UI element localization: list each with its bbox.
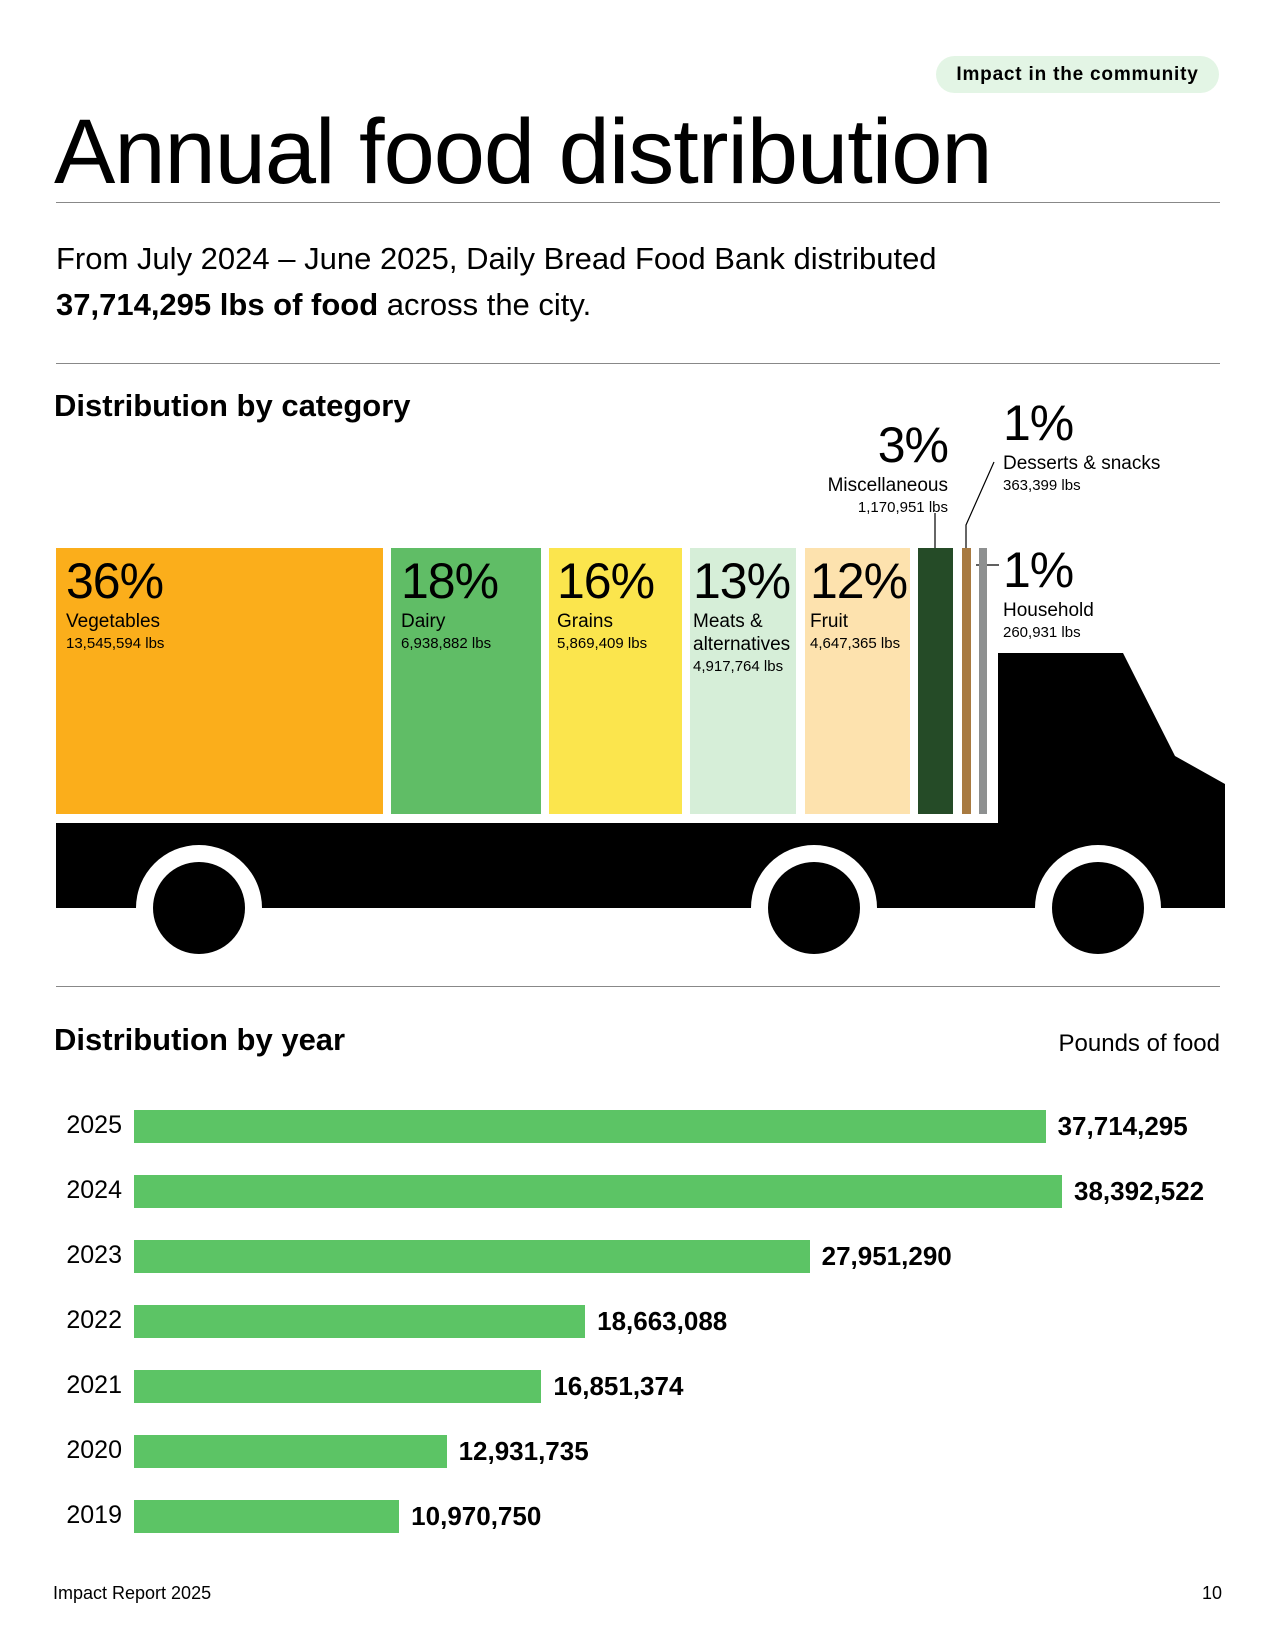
category-lbs: 4,647,365 lbs <box>810 635 901 652</box>
year-value-label: 18,663,088 <box>597 1306 728 1336</box>
year-value-label: 12,931,735 <box>458 1436 589 1466</box>
wheel <box>1052 862 1144 954</box>
category-lbs: 363,399 lbs <box>1003 477 1081 494</box>
divider <box>56 986 1220 987</box>
year-label: 2019 <box>66 1501 122 1529</box>
divider <box>56 363 1220 364</box>
category-lbs: 4,917,764 lbs <box>693 658 784 675</box>
truck-body <box>56 653 1225 971</box>
category-bar-desserts <box>962 548 971 814</box>
category-name: Household <box>1003 600 1094 621</box>
year-label: 2023 <box>66 1241 122 1269</box>
category-bar-meats: 13% Meats & alternatives 4,917,764 lbs <box>690 548 796 814</box>
category-bar-misc <box>918 548 953 814</box>
year-chart-title: Distribution by year <box>54 1022 346 1057</box>
wheel <box>153 862 245 954</box>
year-value-label: 27,951,290 <box>821 1241 952 1271</box>
wheel <box>768 862 860 954</box>
category-percent: 1% <box>1003 542 1074 598</box>
summary-text: From July 2024 – June 2025, Daily Bread … <box>56 236 1216 328</box>
year-bar-2021 <box>134 1370 542 1403</box>
year-bar-2020 <box>134 1435 447 1468</box>
section-tag: Impact in the community <box>936 56 1219 93</box>
year-bar-2022 <box>134 1305 586 1338</box>
category-percent: 36% <box>66 553 164 609</box>
year-label: 2024 <box>66 1176 122 1204</box>
category-label-household: 1% Household 260,931 lbs <box>1003 545 1094 644</box>
category-name: Grains <box>557 611 613 632</box>
year-value-label: 10,970,750 <box>411 1501 542 1531</box>
category-percent: 18% <box>401 553 499 609</box>
category-percent: 16% <box>557 553 655 609</box>
page-title: Annual food distribution <box>54 101 993 203</box>
category-bar-grains: 16% Grains 5,869,409 lbs <box>549 548 682 814</box>
category-name: Fruit <box>810 611 848 632</box>
category-lbs: 6,938,882 lbs <box>401 635 492 652</box>
category-name: Meats & alternatives <box>693 611 791 655</box>
year-label: 2025 <box>66 1111 122 1139</box>
category-bar-dairy: 18% Dairy 6,938,882 lbs <box>391 548 541 814</box>
category-bar-vegetables: 36% Vegetables 13,545,594 lbs <box>56 548 383 814</box>
year-chart-unit-label: Pounds of food <box>1058 1030 1220 1057</box>
year-value-label: 37,714,295 <box>1057 1111 1188 1141</box>
truck-graphic <box>56 461 1225 971</box>
category-name: Desserts & snacks <box>1003 453 1161 474</box>
category-lbs: 5,869,409 lbs <box>557 635 648 652</box>
category-name: Miscellaneous <box>827 475 948 496</box>
year-label: 2020 <box>66 1436 122 1464</box>
category-chart-title: Distribution by category <box>54 388 411 423</box>
year-value-label: 16,851,374 <box>553 1371 684 1401</box>
category-percent: 3% <box>877 417 949 473</box>
year-bar-2024 <box>134 1175 1062 1208</box>
category-percent: 13% <box>693 553 791 609</box>
summary-plain: From July 2024 – June 2025, Daily Bread … <box>56 241 937 276</box>
category-label-misc: 3% Miscellaneous 1,170,951 lbs <box>827 417 949 519</box>
category-bar-household <box>979 548 987 814</box>
year-bar-2025 <box>134 1110 1046 1143</box>
summary-end: across the city. <box>378 287 592 322</box>
category-percent: 1% <box>1003 395 1074 451</box>
category-percent: 12% <box>810 553 908 609</box>
category-name: Dairy <box>401 611 446 632</box>
category-lbs: 13,545,594 lbs <box>66 635 165 652</box>
year-bar-2019 <box>134 1500 400 1533</box>
year-label: 2022 <box>66 1306 122 1334</box>
page-number: 10 <box>1201 1583 1222 1603</box>
summary-total: 37,714,295 lbs of food <box>56 287 379 322</box>
category-lbs: 1,170,951 lbs <box>857 499 948 516</box>
year-bar-2023 <box>134 1240 810 1273</box>
category-bar-fruit: 12% Fruit 4,647,365 lbs <box>805 548 910 814</box>
year-label: 2021 <box>66 1371 122 1399</box>
year-value-label: 38,392,522 <box>1074 1176 1205 1206</box>
category-lbs: 260,931 lbs <box>1003 624 1081 641</box>
divider <box>56 202 1220 203</box>
footer-report-name: Impact Report 2025 <box>53 1583 212 1603</box>
category-name: Vegetables <box>66 611 161 632</box>
category-label-desserts: 1% Desserts & snacks 363,399 lbs <box>1003 398 1160 497</box>
